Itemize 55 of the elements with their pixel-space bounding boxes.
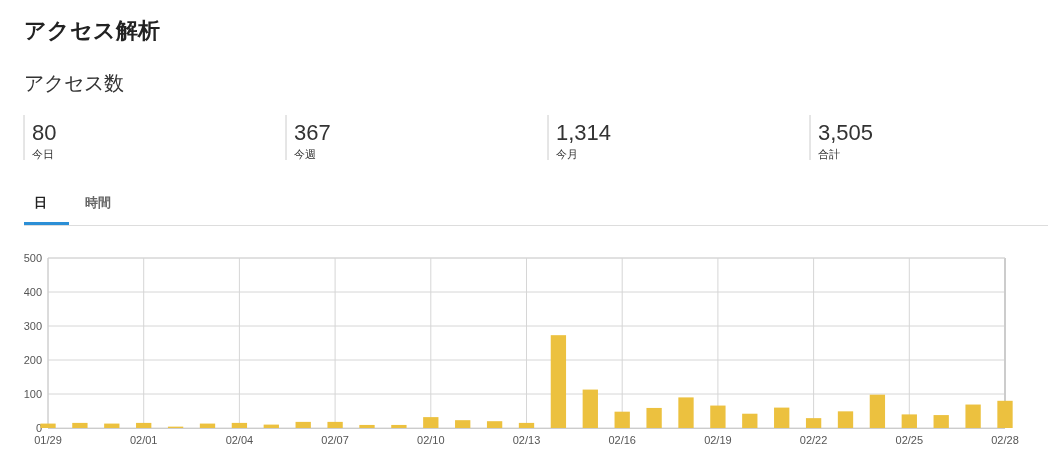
bar [614,411,630,428]
text: アクセス数 [24,72,124,94]
text: 時間 [85,195,111,210]
bar [774,407,790,428]
text: 今月 [556,148,578,160]
x-tick-label: 02/01 [129,434,158,446]
x-tick-label: 02/19 [704,434,732,446]
bar [327,421,343,428]
bar [710,405,726,428]
x-tick-label: 02/28 [991,434,1019,446]
bar [136,422,152,428]
bar [869,394,886,428]
bar [933,415,949,428]
bar [295,421,311,428]
x-tick-label: 01/29 [34,434,62,446]
bar [391,424,407,428]
text: 合計 [818,148,840,160]
x-tick-label: 02/22 [799,434,828,446]
bar [678,397,694,428]
bar [359,424,375,428]
y-tick-label: 500 [23,252,42,264]
bar [486,421,503,428]
text: 80 [32,120,57,145]
x-tick-label: 02/25 [895,434,924,446]
bar [582,389,598,428]
bar [646,407,662,428]
bar [455,420,471,428]
text: アクセス解析 [24,18,160,43]
text: 3,505 [818,120,874,145]
x-tick-label: 02/16 [608,434,636,446]
x-tick-label: 02/10 [417,434,445,446]
bar [997,400,1013,428]
bar [837,411,854,428]
y-tick-label: 200 [23,354,42,366]
bar [72,422,88,428]
bar [518,422,535,428]
x-tick-label: 02/07 [321,434,349,446]
text: 今日 [32,148,54,160]
text: 今週 [294,148,316,160]
bar [231,422,248,428]
bar [965,404,981,428]
x-tick-label: 02/13 [512,434,541,446]
bar [40,423,56,428]
y-tick-label: 400 [23,286,42,298]
bar [550,335,567,428]
bar [805,418,822,428]
y-tick-label: 300 [23,320,42,332]
text: 1,314 [556,120,612,145]
bar [901,414,917,428]
y-tick-label: 100 [23,388,42,400]
text: 日 [33,195,47,210]
x-tick-label: 02/04 [225,434,254,446]
bar [742,413,758,428]
text: 367 [294,120,331,145]
bar [423,417,439,428]
